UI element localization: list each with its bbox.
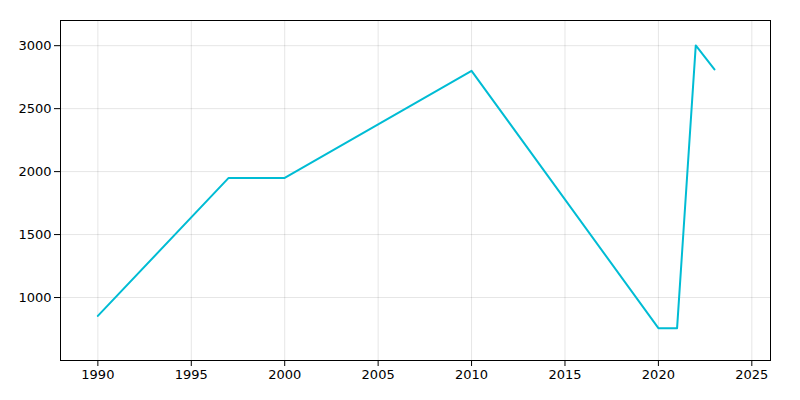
svg-text:2500: 2500 [18, 101, 51, 116]
svg-text:2000: 2000 [18, 164, 51, 179]
svg-text:2020: 2020 [642, 367, 675, 382]
svg-text:1000: 1000 [18, 290, 51, 305]
svg-text:1995: 1995 [175, 367, 208, 382]
svg-text:2000: 2000 [268, 367, 301, 382]
svg-text:3000: 3000 [18, 38, 51, 53]
svg-text:2015: 2015 [548, 367, 581, 382]
svg-text:1990: 1990 [81, 367, 114, 382]
svg-text:2010: 2010 [455, 367, 488, 382]
svg-text:1500: 1500 [18, 227, 51, 242]
svg-text:2025: 2025 [735, 367, 768, 382]
svg-text:2005: 2005 [362, 367, 395, 382]
